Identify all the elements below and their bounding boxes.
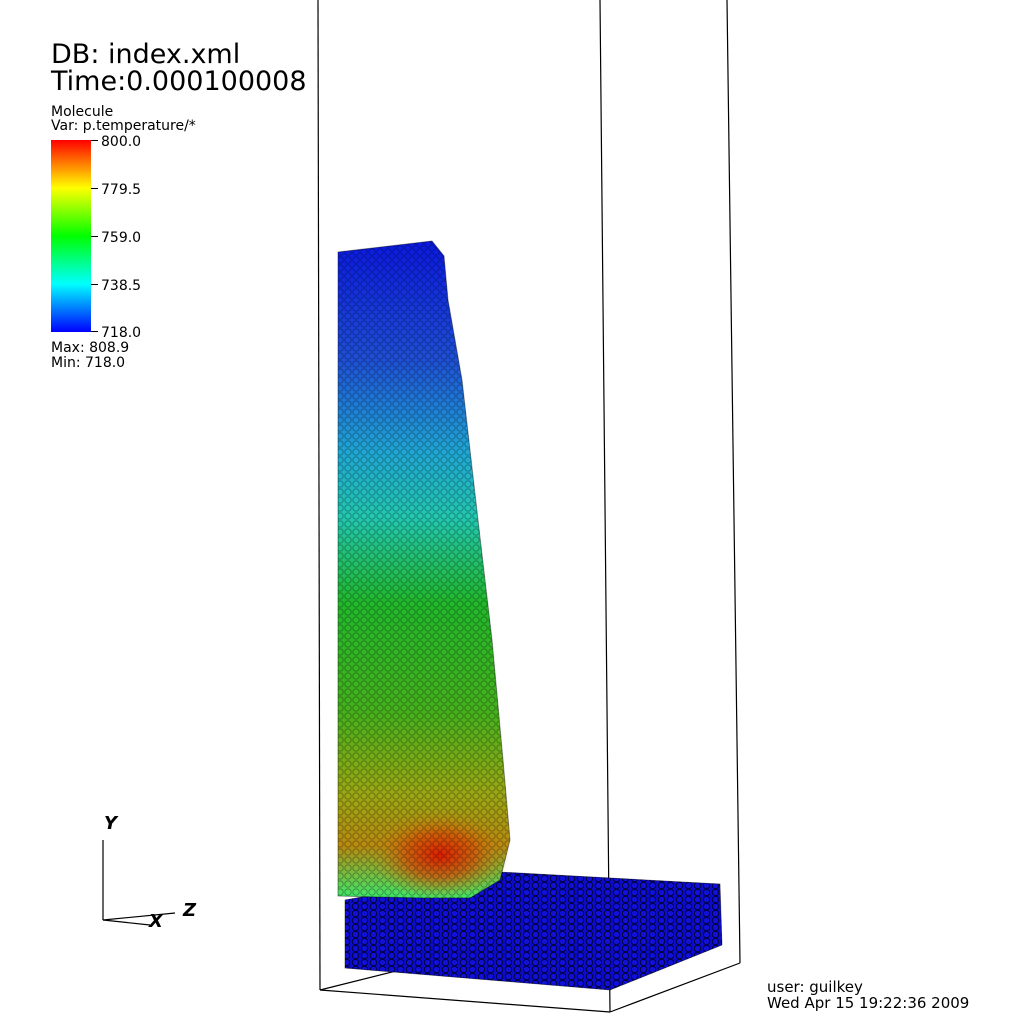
min-value: Min: 718.0 [51, 355, 126, 371]
user-info: user: guilkey [767, 978, 863, 996]
tick-label: 779.5 [101, 182, 142, 198]
tick-mark [91, 188, 98, 189]
variable-name: Var: p.temperature/* [51, 118, 196, 134]
base-particle-slab [344, 871, 723, 991]
y-axis-label: Y [104, 813, 118, 834]
time-readout: Time:0.000100008 [51, 66, 307, 97]
tick-label: 738.5 [101, 278, 142, 294]
tick-mark [91, 331, 98, 332]
tick-mark [91, 140, 98, 141]
bounding-box [317, 0, 741, 1013]
tick-label: 718.0 [101, 325, 142, 341]
tick-label: 759.0 [101, 230, 142, 246]
plot-name: Molecule [51, 104, 114, 120]
tick-label: 800.0 [101, 134, 142, 150]
particle-column [337, 240, 511, 900]
date-info: Wed Apr 15 19:22:36 2009 [767, 994, 970, 1012]
tick-mark [91, 236, 98, 237]
axis-triad [102, 840, 176, 926]
color-bar [51, 140, 91, 332]
database-title: DB: index.xml [51, 39, 241, 70]
z-axis-label: Z [183, 900, 197, 921]
max-value: Max: 808.9 [51, 340, 130, 356]
x-axis-label: X [149, 911, 163, 932]
tick-mark [91, 284, 98, 285]
